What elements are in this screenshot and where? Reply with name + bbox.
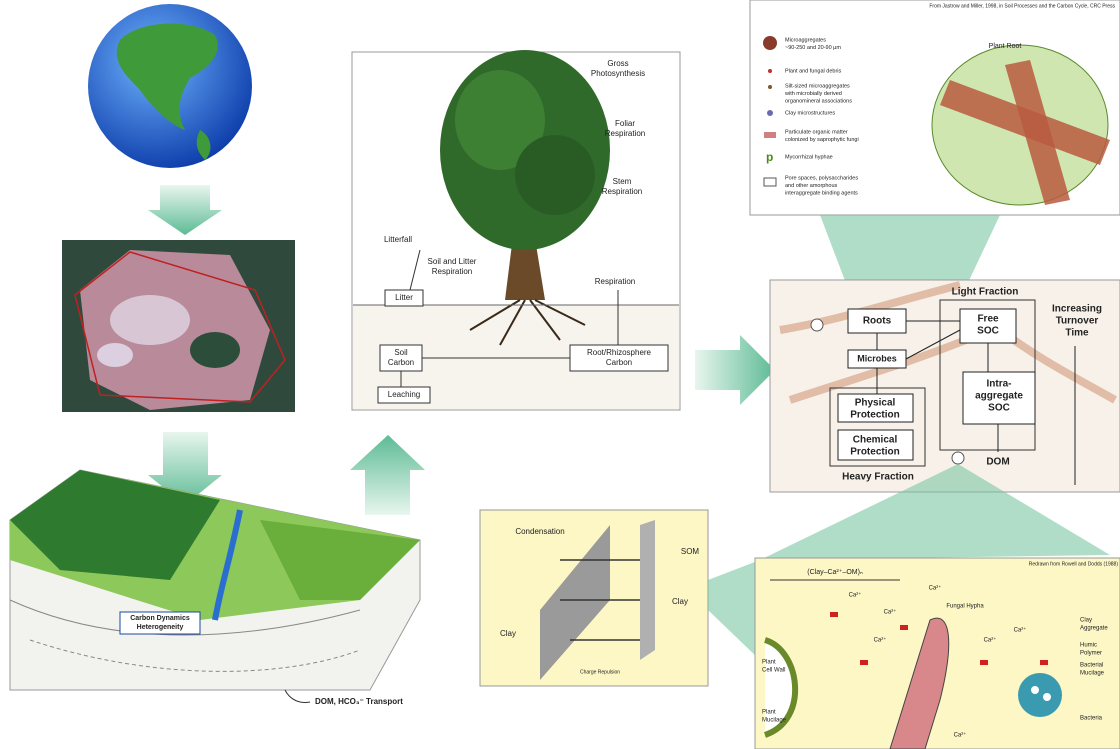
label: DOM (986, 457, 1009, 468)
label: Respiration (595, 277, 635, 286)
label: Carbon (606, 358, 632, 367)
label: Mucilage (762, 718, 787, 724)
arrow-down (148, 185, 222, 235)
globe (88, 4, 252, 168)
label: organomineral associations (785, 98, 852, 104)
label: Heterogeneity (137, 624, 184, 631)
label: with microbially derived (784, 91, 842, 97)
label: Ca²⁺ (984, 637, 997, 644)
label: Particulate organic matter (785, 129, 848, 135)
label: Ca²⁺ (884, 609, 897, 616)
label: Heavy Fraction (842, 472, 914, 483)
label: Protection (850, 410, 899, 421)
label: Protection (850, 447, 899, 458)
label: Ca²⁺ (874, 637, 887, 644)
svg-text:p: p (766, 150, 773, 164)
label: Root/Rhizosphere (587, 348, 652, 357)
label: Clay (500, 629, 516, 638)
label: SOC (988, 403, 1010, 414)
label: Bacterial (1080, 663, 1103, 669)
label: Silt-sized microaggregates (785, 83, 850, 89)
label: Ca²⁺ (954, 732, 967, 739)
label: Fungal Hypha (946, 604, 984, 610)
label: Clay (672, 597, 688, 606)
label: Respiration (432, 267, 472, 276)
label: Light Fraction (952, 287, 1019, 298)
label: Microaggregates (785, 37, 826, 43)
label: Microbes (857, 353, 897, 363)
label: Leaching (388, 390, 420, 399)
label: Ca²⁺ (929, 585, 942, 592)
label: Bacteria (1080, 716, 1103, 722)
label: Aggregate (1080, 626, 1108, 632)
funnel (708, 560, 760, 660)
label: SOC (977, 326, 999, 337)
satellite-image (62, 240, 295, 412)
label: Humic (1080, 643, 1097, 649)
label: Physical (855, 398, 896, 409)
label: Carbon (388, 358, 414, 367)
label: Plant (762, 660, 776, 666)
label: Ca²⁺ (1014, 627, 1027, 634)
label: Cell Wall (762, 668, 785, 674)
landscape-block (10, 470, 420, 703)
label: From Jastrow and Miller, 1998, in Soil P… (929, 3, 1115, 9)
label: Intra- (987, 379, 1012, 390)
label: Clay microstructures (785, 110, 835, 116)
label: Pore spaces, polysaccharides (785, 175, 858, 181)
label: Mucilage (1080, 671, 1105, 677)
label: Foliar (615, 119, 635, 128)
label: aggregate (975, 391, 1023, 402)
label: Respiration (605, 129, 645, 138)
label: Litter (395, 293, 413, 302)
diagram: p GrossPhotosynt (0, 0, 1120, 749)
label: Plant Root (989, 43, 1022, 50)
label: Soil (394, 348, 408, 357)
label: Plant (762, 710, 776, 716)
label: Litterfall (384, 235, 412, 244)
label: Polymer (1080, 651, 1102, 657)
label: Soil and Litter (428, 257, 477, 266)
label: Clay (1080, 618, 1092, 624)
label: Redrawn from Rowell and Dodds (1988) (1029, 561, 1119, 567)
label: SOM (681, 547, 700, 556)
label: Chemical (853, 435, 898, 446)
label: Free (977, 314, 999, 325)
label: and other amorphous (785, 183, 838, 189)
label: Ca²⁺ (849, 592, 862, 599)
label: Turnover (1056, 316, 1099, 327)
label: Plant and fungal debris (785, 68, 842, 74)
label: Stem (613, 177, 632, 186)
label: Time (1065, 328, 1089, 339)
arrow-up (350, 435, 425, 515)
label: Condensation (515, 527, 564, 536)
label: Increasing (1052, 304, 1102, 315)
label: Respiration (602, 187, 642, 196)
label: Photosynthesis (591, 69, 645, 78)
label: Charge Repulsion (580, 669, 620, 675)
label: Roots (863, 316, 892, 327)
label: ~90-250 and 20-90 µm (785, 45, 841, 51)
label: Gross (607, 59, 628, 68)
label: (Clay–Ca²⁺–OM)ₙ (807, 569, 863, 576)
label: Carbon Dynamics (130, 615, 190, 622)
arrow-right (695, 335, 775, 405)
label: DOM, HCO₃⁻ Transport (315, 697, 403, 706)
label: interaggregate binding agents (785, 190, 858, 196)
label: colonized by saprophytic fungi (785, 137, 859, 143)
label: Mycorrhizal hyphae (785, 154, 833, 160)
